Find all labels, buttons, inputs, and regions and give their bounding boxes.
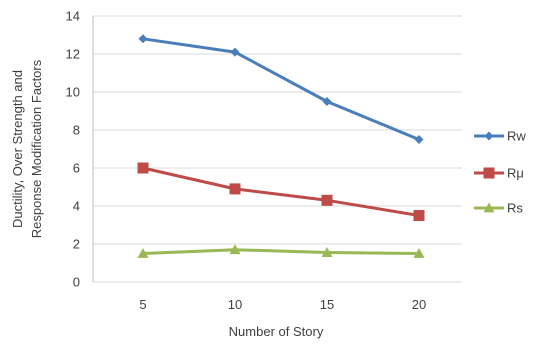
- data-point: [230, 47, 240, 57]
- y-tick-label: 4: [73, 199, 80, 214]
- series-2: [137, 162, 425, 221]
- legend-label: Rs: [507, 201, 523, 216]
- series-line: [142, 166, 420, 217]
- y-axis-title: Ductility, Over Strength and Response Mo…: [10, 59, 44, 238]
- series-1: [138, 34, 424, 144]
- data-point: [229, 244, 241, 255]
- y-tick-label: 10: [66, 85, 80, 100]
- data-point: [137, 248, 149, 258]
- legend-marker: [484, 131, 494, 141]
- data-point: [321, 194, 333, 206]
- y-axis-title-line-1: Ductility, Over Strength and: [10, 70, 25, 228]
- data-point: [229, 183, 241, 195]
- legend-item: Rμ: [474, 166, 524, 181]
- data-point: [413, 210, 425, 221]
- x-axis-title: Number of Story: [229, 324, 324, 339]
- series-line: [142, 248, 420, 255]
- data-point: [322, 97, 332, 106]
- y-axis-title-line-2: Response Modification Factors: [29, 59, 44, 238]
- x-tick-label: 20: [412, 297, 426, 312]
- series-line: [142, 37, 420, 141]
- x-tick-label: 5: [139, 297, 146, 312]
- y-tick-label: 2: [73, 237, 80, 252]
- legend-item: Rs: [474, 201, 523, 216]
- y-tick-label: 0: [73, 275, 80, 290]
- series-lines: [137, 34, 425, 258]
- y-tick-label: 12: [66, 47, 80, 62]
- legend-label: Rμ: [507, 166, 524, 181]
- legend-marker: [483, 202, 495, 213]
- legend: Rw Rμ Rs: [474, 129, 526, 216]
- legend-marker: [483, 167, 495, 179]
- series-3: [137, 244, 425, 258]
- data-point: [321, 247, 333, 257]
- gridlines: [92, 15, 462, 283]
- y-tick-label: 14: [66, 9, 80, 24]
- y-tick-label: 6: [73, 161, 80, 176]
- data-point: [138, 34, 148, 44]
- x-tick-labels: 5 10 15 20: [139, 297, 426, 312]
- x-tick-label: 15: [320, 297, 334, 312]
- legend-item: Rw: [474, 129, 526, 144]
- y-tick-label: 8: [73, 123, 80, 138]
- legend-label: Rw: [507, 129, 526, 144]
- data-point: [413, 248, 425, 258]
- data-point: [414, 135, 424, 144]
- y-tick-labels: 0 2 4 6 8 10 12 14: [66, 9, 80, 290]
- data-point: [137, 162, 149, 174]
- x-tick-label: 10: [228, 297, 242, 312]
